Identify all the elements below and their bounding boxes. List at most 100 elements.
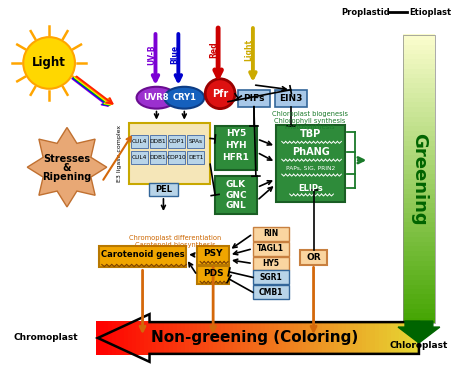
Bar	[403, 289, 435, 294]
Bar	[403, 169, 435, 174]
Bar	[371, 321, 375, 355]
Bar	[403, 68, 435, 74]
Bar	[262, 321, 266, 355]
Bar	[403, 250, 435, 256]
Bar	[306, 321, 311, 355]
Bar	[403, 87, 435, 93]
Bar	[403, 303, 435, 309]
Bar	[403, 120, 435, 126]
FancyArrow shape	[398, 321, 440, 343]
Bar	[403, 149, 435, 155]
Text: HY5: HY5	[226, 129, 246, 138]
Bar	[403, 236, 435, 241]
Bar	[173, 321, 178, 355]
Text: Light: Light	[245, 39, 254, 61]
Bar	[273, 321, 279, 355]
Bar	[403, 159, 435, 165]
Bar	[403, 221, 435, 227]
Bar	[116, 321, 121, 355]
Ellipse shape	[137, 87, 176, 109]
Text: DDB1: DDB1	[150, 139, 166, 144]
Bar	[276, 125, 346, 202]
Bar	[403, 293, 435, 299]
Text: COP1: COP1	[169, 139, 185, 144]
Text: Chromoplast: Chromoplast	[14, 334, 78, 343]
Text: Blue: Blue	[170, 45, 179, 64]
Bar	[96, 321, 101, 355]
Bar	[205, 321, 210, 355]
Text: CUL4: CUL4	[131, 155, 147, 160]
Polygon shape	[27, 127, 107, 207]
Bar	[318, 321, 323, 355]
Text: Stresses: Stresses	[44, 154, 91, 164]
Bar	[403, 269, 435, 275]
Bar	[403, 188, 435, 194]
Text: Pfr: Pfr	[212, 89, 228, 99]
Text: Chloroplast: Chloroplast	[390, 341, 448, 350]
Bar	[403, 216, 435, 222]
Bar	[164, 321, 170, 355]
Text: PAPs, SIG, PRIN2: PAPs, SIG, PRIN2	[286, 166, 335, 171]
Text: CRY1: CRY1	[173, 93, 196, 102]
Text: Light: Light	[32, 56, 66, 69]
Bar	[403, 308, 435, 314]
Bar	[149, 151, 166, 164]
Bar	[322, 321, 327, 355]
Bar	[403, 73, 435, 78]
Text: UV-B: UV-B	[147, 44, 156, 65]
Bar	[403, 130, 435, 136]
Bar	[403, 173, 435, 179]
Bar	[387, 321, 392, 355]
Bar	[209, 321, 214, 355]
Bar	[290, 321, 295, 355]
Bar	[342, 321, 347, 355]
Text: PhANG: PhANG	[292, 147, 329, 157]
Bar	[403, 298, 435, 304]
Bar	[395, 321, 400, 355]
Bar	[330, 321, 335, 355]
Bar	[253, 285, 289, 299]
Bar	[403, 245, 435, 251]
Bar	[403, 106, 435, 112]
Text: Etioplast: Etioplast	[409, 8, 451, 17]
Bar	[403, 226, 435, 232]
Text: HY5: HY5	[262, 259, 279, 268]
Bar	[391, 321, 396, 355]
Bar	[275, 90, 307, 107]
Text: HYH: HYH	[225, 141, 247, 150]
Bar	[403, 164, 435, 169]
Text: PDS: PDS	[203, 269, 223, 278]
Bar	[363, 321, 367, 355]
Bar	[403, 49, 435, 54]
Text: SPAs: SPAs	[189, 139, 203, 144]
Bar	[99, 246, 186, 267]
Bar	[403, 317, 435, 323]
Circle shape	[23, 37, 75, 89]
Bar	[270, 321, 274, 355]
Bar	[168, 135, 185, 148]
Bar	[161, 321, 165, 355]
Text: Ripening: Ripening	[42, 172, 91, 182]
Bar	[253, 270, 289, 284]
Text: DET1: DET1	[188, 155, 203, 160]
Bar	[338, 321, 343, 355]
Bar	[187, 151, 204, 164]
Text: GLK: GLK	[226, 180, 246, 189]
Bar	[403, 183, 435, 189]
Text: OR: OR	[306, 252, 321, 261]
Bar	[403, 312, 435, 318]
Text: Non-greening (Coloring): Non-greening (Coloring)	[151, 330, 358, 345]
Bar	[213, 321, 218, 355]
Bar	[156, 321, 162, 355]
Bar	[403, 241, 435, 246]
Bar	[403, 154, 435, 160]
Text: E3 ligase complex: E3 ligase complex	[117, 125, 122, 182]
Text: TAGL1: TAGL1	[257, 244, 284, 253]
Bar	[249, 321, 255, 355]
Bar	[403, 53, 435, 59]
Text: Carotenoid genes: Carotenoid genes	[101, 250, 184, 259]
Bar	[403, 39, 435, 45]
Bar	[197, 267, 229, 284]
Text: PIFs: PIFs	[243, 94, 264, 103]
Bar	[108, 321, 113, 355]
